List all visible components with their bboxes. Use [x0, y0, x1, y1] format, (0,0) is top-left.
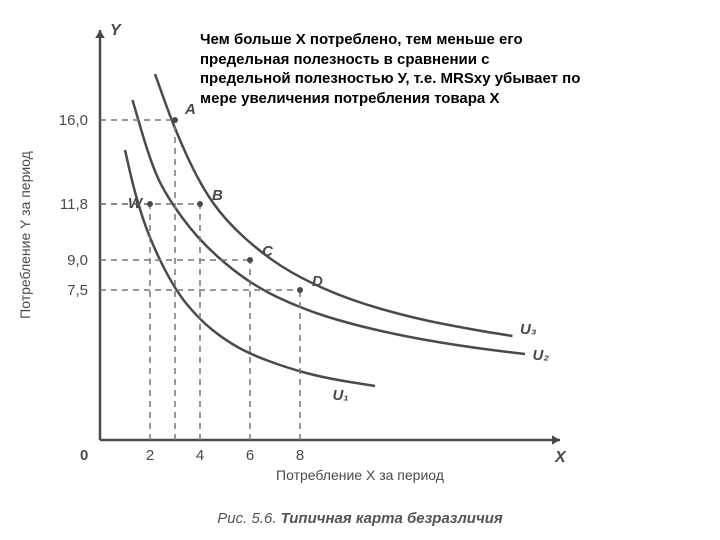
- figure-caption: Рис. 5.6. Типичная карта безразличия: [0, 510, 720, 527]
- curve-U2: [133, 100, 526, 354]
- y-axis-arrow: [95, 30, 105, 38]
- curve-label-U1: U₁: [333, 387, 349, 404]
- y-tick-label: 9,0: [67, 252, 88, 269]
- annotation-line: предельной полезностью У, т.е. MRSxy убы…: [200, 69, 660, 89]
- point-label-B: B: [212, 187, 223, 204]
- x-tick-label: 2: [146, 447, 154, 464]
- x-axis-arrow: [552, 435, 560, 445]
- curve-label-U3: U₃: [520, 321, 537, 338]
- figure-container: Y X 0 Потребление X за период Потребление Y …: [0, 0, 720, 540]
- point-C: [247, 257, 253, 263]
- annotation-text: Чем больше X потреблено, тем меньше егоп…: [200, 30, 660, 108]
- annotation-line: предельная полезность в сравнении с: [200, 50, 660, 70]
- y-axis-label: Y: [110, 22, 122, 39]
- x-tick-label: 4: [196, 447, 204, 464]
- y-tick-label: 11,8: [60, 196, 88, 213]
- y-tick-label: 7,5: [67, 282, 88, 299]
- x-tick-label: 6: [246, 447, 254, 464]
- caption-title: Типичная карта безразличия: [281, 510, 503, 527]
- point-label-C: C: [262, 243, 274, 260]
- point-label-W: W: [128, 195, 144, 212]
- point-label-D: D: [312, 273, 323, 290]
- annotation-line: мере увеличения потребления товара X: [200, 89, 660, 109]
- x-tick-label: 8: [296, 447, 304, 464]
- point-A: [172, 117, 178, 123]
- origin-label: 0: [80, 447, 88, 464]
- y-tick-label: 16,0: [59, 112, 88, 129]
- point-B: [197, 201, 203, 207]
- caption-prefix: Рис. 5.6.: [217, 510, 280, 527]
- x-axis-secondary-label: Потребление X за период: [276, 467, 444, 483]
- annotation-line: Чем больше X потреблено, тем меньше его: [200, 30, 660, 50]
- y-axis-secondary-label: Потребление Y за период: [17, 151, 33, 319]
- point-label-A: A: [184, 101, 196, 118]
- curve-U3: [155, 74, 513, 336]
- point-D: [297, 287, 303, 293]
- point-W: [147, 201, 153, 207]
- curve-label-U2: U₂: [533, 347, 550, 364]
- x-axis-label: X: [554, 449, 567, 466]
